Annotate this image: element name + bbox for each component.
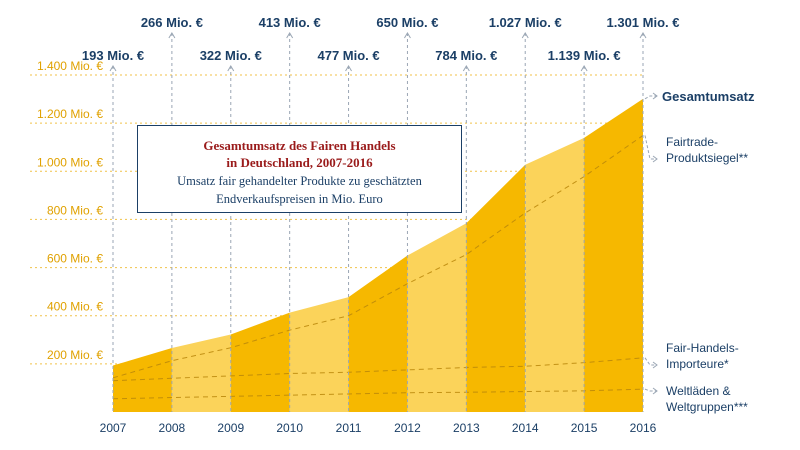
x-tick-label: 2012	[394, 421, 421, 435]
x-tick-label: 2013	[453, 421, 480, 435]
chart-title-box: Gesamtumsatz des Fairen Handels in Deuts…	[137, 125, 462, 213]
value-leader-arrow	[227, 65, 235, 72]
legend-leader	[644, 388, 657, 392]
legend-importeure-line1: Fair-Handels-	[666, 341, 739, 355]
x-tick-label: 2007	[100, 421, 127, 435]
x-tick-label: 2009	[217, 421, 244, 435]
legend-fairtrade-line2: Produktsiegel**	[666, 151, 748, 165]
value-leader-arrow	[462, 65, 470, 72]
legend-leader-arrow	[652, 387, 658, 395]
legend-weltlaeden-line1: Weltläden &	[666, 384, 730, 398]
y-tick-label: 600 Mio. €	[47, 252, 103, 266]
legend-leader	[644, 357, 657, 366]
value-label: 322 Mio. €	[200, 48, 262, 63]
area-chart	[113, 98, 643, 412]
legend-leader	[644, 135, 657, 160]
x-tick-label: 2011	[336, 421, 362, 435]
area-band	[171, 98, 231, 412]
area-band	[289, 98, 349, 412]
y-tick-label: 400 Mio. €	[47, 300, 103, 314]
area-band	[407, 98, 467, 412]
area-band	[584, 98, 643, 412]
x-tick-label: 2010	[276, 421, 303, 435]
chart-title-line1: Gesamtumsatz des Fairen Handels	[203, 138, 396, 153]
series-line-3	[112, 388, 644, 400]
value-labels: 193 Mio. € 266 Mio. € 322 Mio. € 413 Mio. €…	[82, 15, 680, 412]
value-label: 784 Mio. €	[435, 48, 497, 63]
x-tick-label: 2014	[512, 421, 539, 435]
series-line-1	[112, 135, 644, 379]
series-lines	[112, 135, 644, 400]
legend-importeure-line2: Importeure*	[666, 357, 729, 371]
x-tick-label: 2008	[159, 421, 186, 435]
legend: Gesamtumsatz Fairtrade- Produktsiegel** Fai…	[644, 89, 755, 414]
y-tick-label: 200 Mio. €	[47, 348, 103, 362]
chart-subtitle-line1: Umsatz fair gehandelter Produkte zu gesc…	[177, 174, 422, 188]
y-tick-label: 1.200 Mio. €	[37, 107, 103, 121]
legend-leader-arrow	[652, 92, 658, 100]
x-axis: 2007 2008 2009 2010 2011 2012 2013 2014 2015 2016	[100, 421, 657, 435]
x-tick-label: 2016	[630, 421, 657, 435]
chart-title-line2: in Deutschland, 2007-2016	[226, 155, 373, 170]
value-leader-arrow	[580, 65, 588, 72]
area-band	[466, 98, 526, 412]
value-label: 477 Mio. €	[317, 48, 379, 63]
area-band	[348, 98, 408, 412]
value-leader-arrow	[404, 32, 411, 39]
value-leader-arrow	[286, 32, 294, 39]
y-tick-label: 800 Mio. €	[47, 203, 103, 217]
y-tick-label: 1.000 Mio. €	[37, 155, 103, 169]
value-label: 193 Mio. €	[82, 48, 144, 63]
x-tick-label: 2015	[571, 421, 598, 435]
series-line-2	[112, 357, 644, 382]
y-tick-label: 1.400 Mio. €	[37, 59, 103, 73]
area-band	[230, 98, 290, 412]
legend-fairtrade-line1: Fairtrade-	[666, 135, 718, 149]
value-label: 1.139 Mio. €	[548, 48, 621, 63]
legend-leader	[644, 95, 657, 100]
value-leader-arrow	[345, 65, 352, 72]
legend-gesamtumsatz: Gesamtumsatz	[662, 89, 755, 104]
value-leader-arrow	[109, 65, 117, 72]
value-label: 266 Mio. €	[141, 15, 203, 30]
chart-subtitle-line2: Endverkaufspreisen in Mio. Euro	[216, 192, 383, 206]
value-leader-arrow	[639, 32, 647, 39]
legend-leader-arrow	[652, 155, 658, 163]
value-label: 413 Mio. €	[259, 15, 321, 30]
area-band	[113, 98, 172, 412]
value-label: 650 Mio. €	[376, 15, 438, 30]
y-axis: 200 Mio. € 400 Mio. € 600 Mio. € 800 Mio. €…	[37, 59, 103, 362]
legend-leader-arrow	[652, 361, 658, 369]
area-band	[525, 98, 585, 412]
value-label: 1.301 Mio. €	[607, 15, 680, 30]
value-label: 1.027 Mio. €	[489, 15, 562, 30]
legend-weltlaeden-line2: Weltgruppen***	[666, 400, 748, 414]
value-leader-arrow	[521, 32, 529, 39]
value-leader-arrow	[168, 32, 176, 39]
